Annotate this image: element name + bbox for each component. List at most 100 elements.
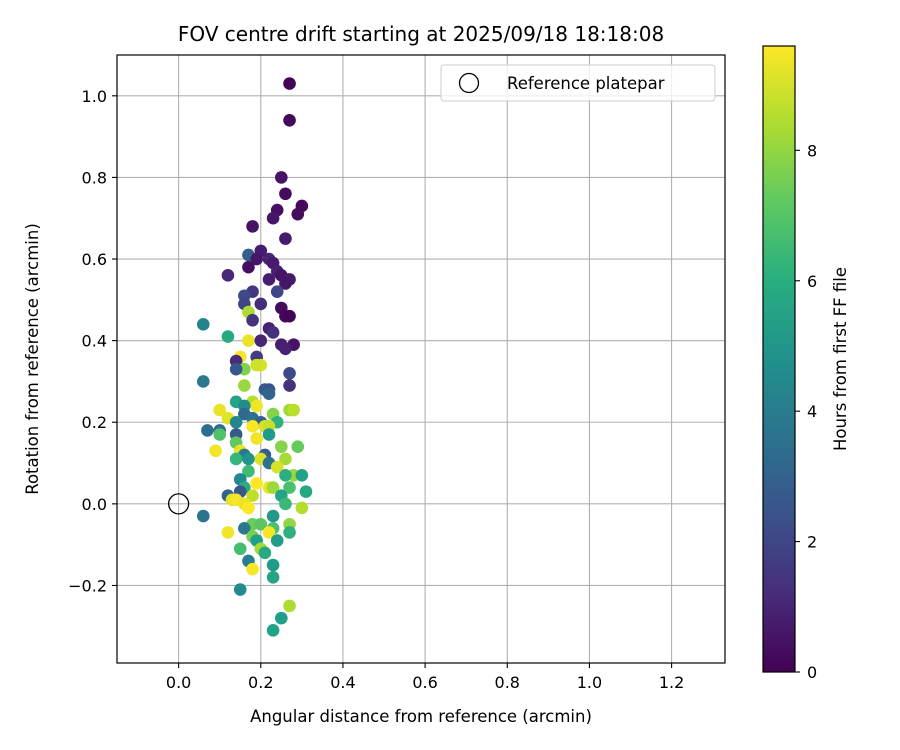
colorbar bbox=[762, 45, 796, 673]
scatter-point bbox=[266, 211, 280, 225]
y-tick-label: 0.8 bbox=[82, 168, 107, 187]
scatter-point bbox=[250, 477, 263, 490]
y-axis-ticks: −0.2 0.0 0.2 0.4 0.6 0.8 1.0 bbox=[68, 87, 117, 595]
reference-platepar-marker bbox=[167, 493, 190, 515]
scatter-point bbox=[238, 379, 251, 392]
scatter-point bbox=[283, 379, 296, 392]
scatter-point bbox=[270, 534, 284, 547]
x-tick-label: 0.2 bbox=[248, 673, 273, 692]
scatter-point bbox=[250, 358, 263, 372]
scatter-point bbox=[246, 420, 259, 433]
scatter-point bbox=[196, 375, 210, 388]
scatter-point bbox=[254, 517, 268, 531]
colorbar-tick-label: 6 bbox=[807, 272, 817, 291]
scatter-point bbox=[229, 415, 243, 429]
colorbar-tick-label: 0 bbox=[807, 663, 817, 682]
scatter-point bbox=[233, 542, 247, 556]
scatter-point bbox=[266, 558, 280, 572]
scatter-point bbox=[242, 464, 255, 478]
scatter-point bbox=[283, 599, 296, 613]
scatter-point bbox=[279, 452, 292, 466]
scatter-point bbox=[283, 77, 296, 90]
colorbar-tick-label: 8 bbox=[807, 141, 817, 160]
x-tick-label: 0.8 bbox=[495, 673, 520, 692]
scatter-point bbox=[262, 428, 276, 441]
scatter-point bbox=[283, 481, 296, 494]
scatter-point bbox=[221, 526, 235, 539]
scatter-point bbox=[291, 440, 305, 454]
scatter-point bbox=[279, 468, 292, 482]
scatter-point bbox=[262, 387, 276, 400]
scatter-point bbox=[229, 452, 243, 466]
scatter-point bbox=[246, 220, 259, 233]
scatter-point bbox=[279, 497, 292, 511]
scatter-point bbox=[229, 362, 243, 376]
scatter-point bbox=[242, 260, 255, 274]
colorbar-tick-label: 2 bbox=[807, 533, 817, 552]
colorbar-label: Hours from first FF file bbox=[831, 267, 850, 451]
scatter-point bbox=[213, 403, 227, 417]
y-tick-label: 0.0 bbox=[82, 495, 107, 514]
scatter-point bbox=[246, 313, 259, 327]
y-axis-label: Rotation from reference (arcmin) bbox=[23, 223, 42, 495]
legend-label: Reference platepar bbox=[507, 74, 665, 93]
scatter-point bbox=[238, 522, 251, 535]
scatter-point bbox=[295, 501, 309, 515]
scatter-point bbox=[242, 334, 255, 347]
x-tick-label: 0.0 bbox=[166, 673, 191, 692]
scatter-point bbox=[254, 334, 268, 347]
scatter-point bbox=[266, 481, 280, 494]
y-tick-label: 0.6 bbox=[82, 250, 107, 269]
scatter-point bbox=[250, 252, 263, 266]
scatter-point bbox=[266, 509, 280, 523]
scatter-point bbox=[299, 485, 313, 498]
scatter-point bbox=[262, 273, 276, 286]
x-tick-label: 0.4 bbox=[330, 673, 355, 692]
colorbar-ticks: 0 2 4 6 8 bbox=[795, 141, 817, 682]
y-tick-label: −0.2 bbox=[68, 576, 107, 595]
scatter-point bbox=[291, 207, 305, 221]
data-points bbox=[196, 77, 313, 637]
legend: Reference platepar bbox=[440, 64, 716, 102]
scatter-point bbox=[209, 444, 222, 458]
grid bbox=[117, 55, 725, 663]
scatter-point bbox=[250, 399, 263, 413]
scatter-point bbox=[266, 624, 280, 637]
scatter-point bbox=[275, 440, 288, 454]
scatter-point bbox=[246, 489, 259, 502]
scatter-point bbox=[213, 428, 227, 441]
x-axis-label: Angular distance from reference (arcmin) bbox=[250, 707, 592, 726]
scatter-point bbox=[266, 326, 280, 339]
y-tick-label: 0.2 bbox=[82, 413, 107, 432]
scatter-point bbox=[258, 546, 272, 560]
scatter-point bbox=[279, 342, 292, 356]
scatter-point bbox=[250, 432, 263, 445]
scatter-point bbox=[262, 526, 276, 539]
x-tick-label: 0.6 bbox=[412, 673, 437, 692]
plot-frame bbox=[116, 54, 726, 664]
chart-title: FOV centre drift starting at 2025/09/18 … bbox=[178, 22, 664, 46]
x-axis-ticks: 0.0 0.2 0.4 0.6 0.8 1.0 1.2 bbox=[166, 663, 684, 692]
scatter-point bbox=[287, 403, 300, 417]
scatter-point bbox=[242, 452, 255, 466]
scatter-point bbox=[275, 611, 288, 625]
scatter-point bbox=[279, 187, 292, 201]
x-tick-label: 1.2 bbox=[659, 673, 684, 692]
scatter-point bbox=[196, 509, 210, 523]
scatter-point bbox=[254, 297, 268, 311]
colorbar-tick-label: 4 bbox=[807, 402, 817, 421]
legend-marker bbox=[458, 72, 480, 94]
y-tick-label: 1.0 bbox=[82, 87, 107, 106]
scatter-point bbox=[246, 562, 259, 576]
scatter-point bbox=[279, 277, 292, 290]
scatter-point bbox=[266, 571, 280, 584]
scatter-point bbox=[283, 526, 296, 539]
scatter-point bbox=[221, 269, 235, 282]
scatter-point bbox=[275, 171, 288, 184]
scatter-point bbox=[283, 366, 296, 380]
scatter-point bbox=[233, 583, 247, 596]
scatter-point bbox=[270, 285, 284, 298]
scatter-point bbox=[279, 232, 292, 245]
x-tick-label: 1.0 bbox=[577, 673, 602, 692]
